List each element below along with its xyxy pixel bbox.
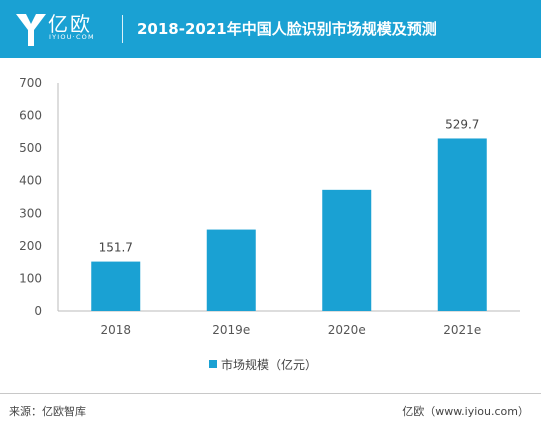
legend-label: 市场规模（亿元）: [221, 357, 317, 372]
bar-2018: [91, 261, 141, 311]
chart-title: 2018-2021年中国人脸识别市场规模及预测: [137, 20, 437, 38]
x-tick-label: 2018: [100, 323, 131, 337]
footer-site: 亿欧（www.iyiou.com）: [402, 405, 529, 418]
x-tick-label: 2021e: [443, 323, 481, 337]
bar-2020e: [322, 189, 372, 311]
y-tick-label: 600: [19, 109, 42, 123]
bar-chart: 0 100 200 300 400 500 600 700 151.7 529.7 2018 20…: [19, 76, 520, 372]
x-tick-label: 2019e: [212, 323, 250, 337]
y-tick-label: 500: [19, 141, 42, 155]
data-label: 529.7: [445, 117, 479, 131]
footer-divider: [0, 393, 541, 394]
x-tick-label: 2020e: [328, 323, 366, 337]
yiou-logo-icon: [16, 14, 46, 46]
logo-domain: IYIOU·COM: [49, 33, 95, 41]
bar-2019e: [206, 229, 256, 311]
y-tick-label: 200: [19, 239, 42, 253]
bar-2021e: [437, 138, 487, 311]
logo-name: 亿欧: [48, 12, 92, 36]
y-tick-label: 700: [19, 76, 42, 90]
y-tick-label: 300: [19, 206, 42, 220]
header-divider: [122, 15, 123, 43]
data-label: 151.7: [99, 241, 133, 255]
footer-source: 来源：亿欧智库: [9, 405, 86, 418]
header-bar: 亿欧 IYIOU·COM 2018-2021年中国人脸识别市场规模及预测: [0, 0, 541, 58]
legend-swatch: [209, 360, 217, 368]
y-tick-label: 0: [34, 304, 42, 318]
y-tick-label: 100: [19, 271, 42, 285]
y-tick-label: 400: [19, 174, 42, 188]
